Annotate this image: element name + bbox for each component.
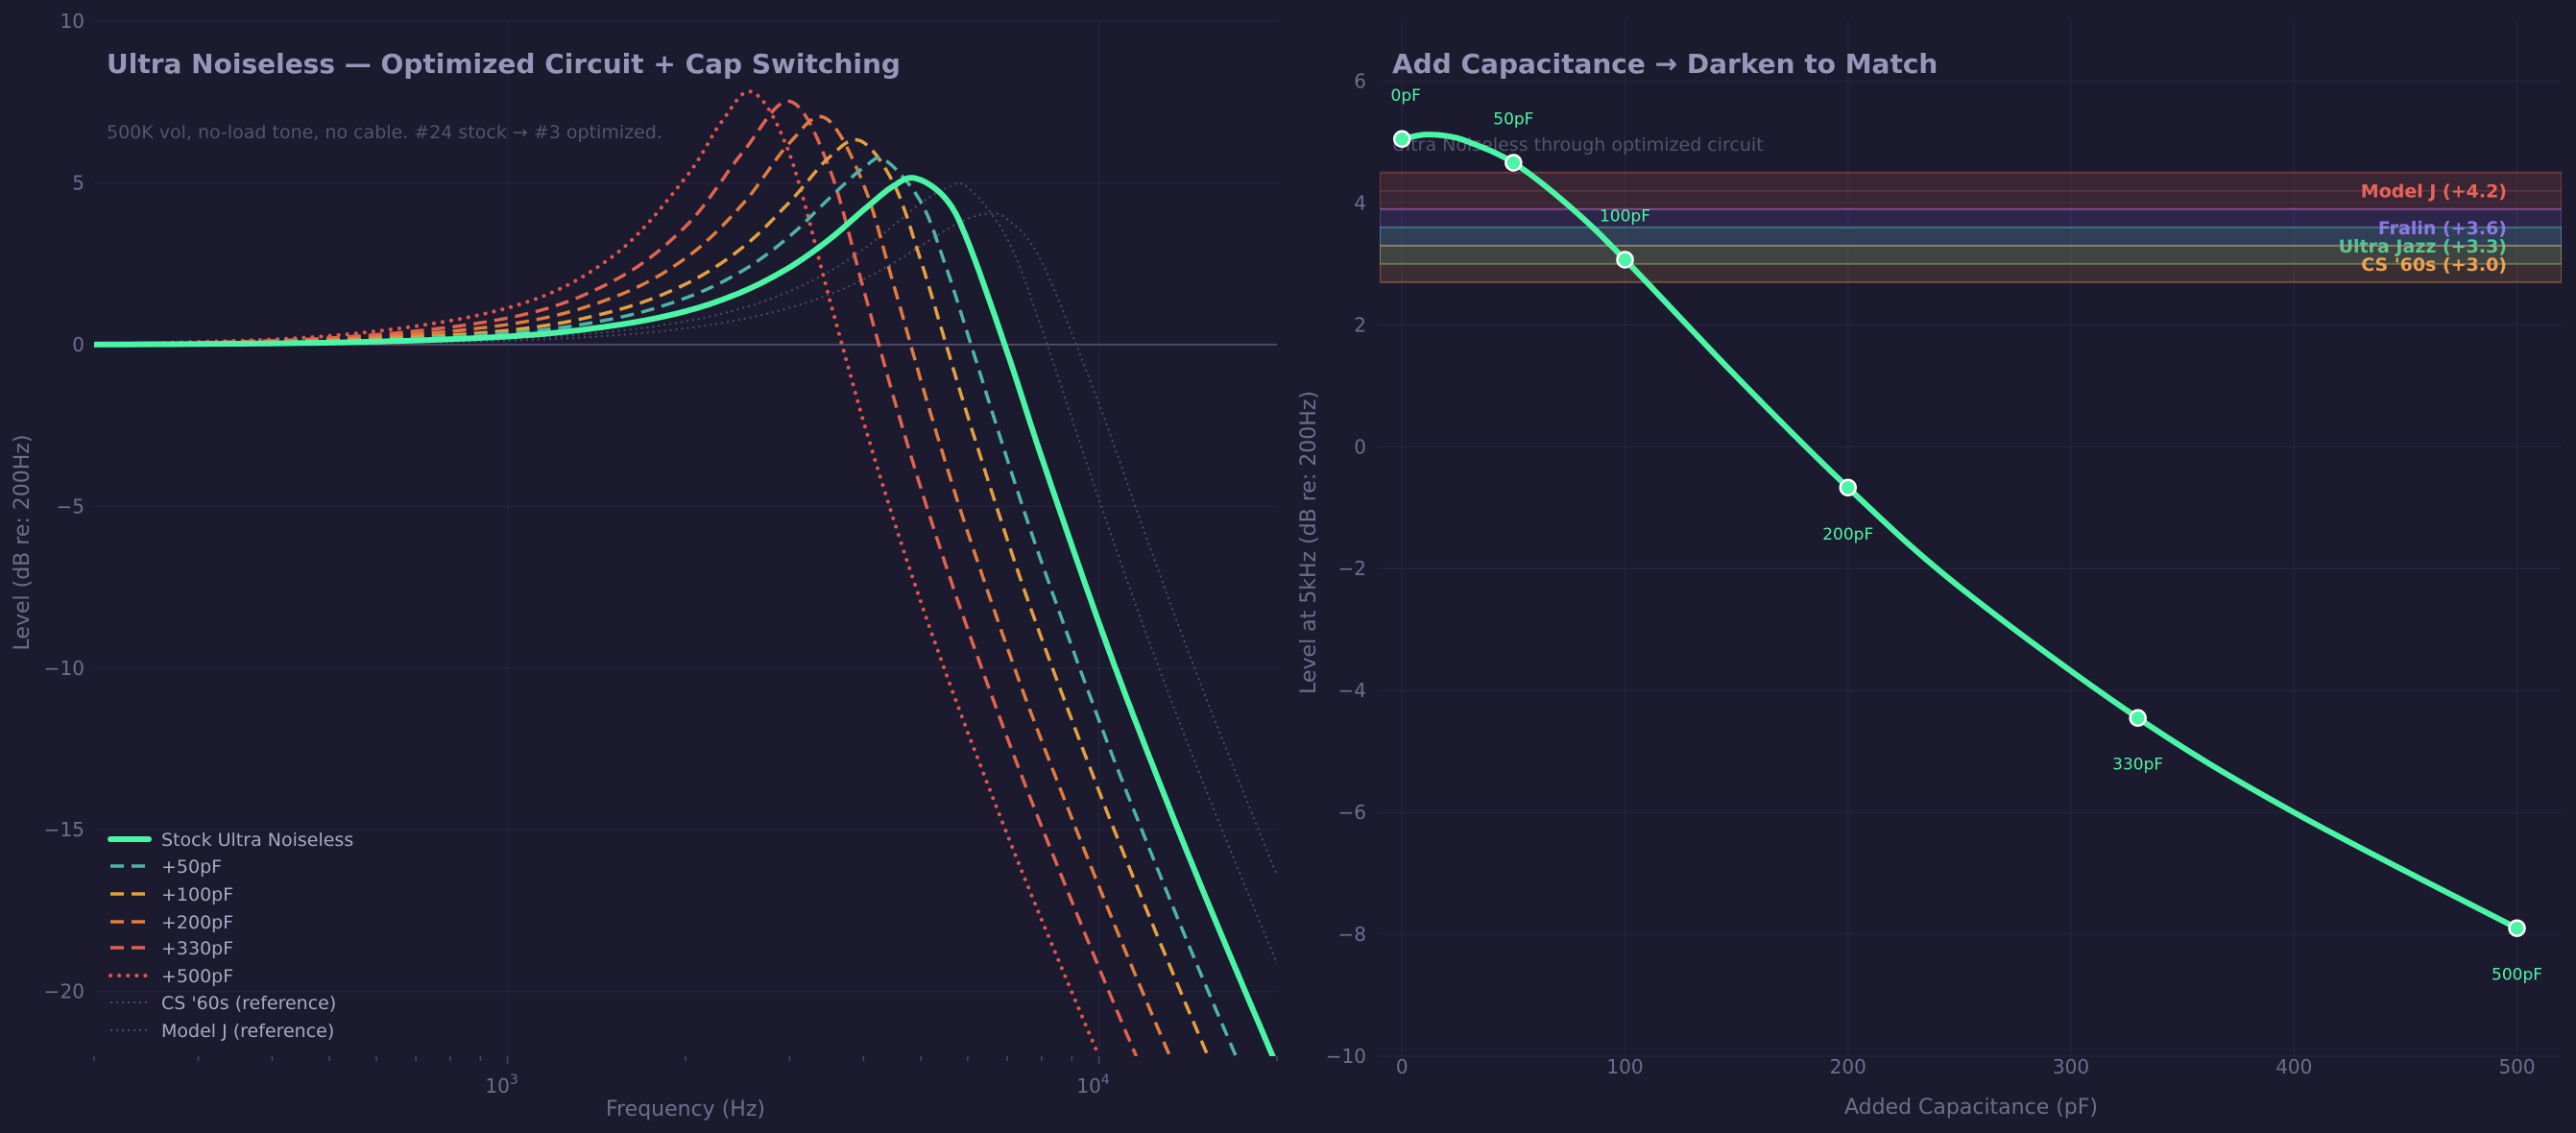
reference-band: Ultra Jazz (+3.3) — [1380, 226, 2562, 265]
chart-title: Add Capacitance → Darken to Match — [1392, 48, 1938, 80]
x-tick-base: 10 — [485, 1074, 509, 1097]
band-fill — [1380, 226, 2562, 265]
reference-bands: Model J (+4.2) Fralin (+3.6)Ultra Jazz (+… — [1380, 171, 2562, 283]
chart-subtitle: 500K vol, no-load tone, no cable. #24 st… — [107, 122, 662, 143]
x-tick-exponent: 4 — [1101, 1073, 1110, 1088]
y-tick-label: −15 — [44, 818, 84, 841]
data-point — [2508, 919, 2526, 937]
x-tick-label: 100 — [1606, 1055, 1643, 1078]
legend-label: +500pF — [161, 966, 233, 987]
y-tick-label: 4 — [1354, 191, 1366, 214]
data-point-label: 200pF — [1822, 525, 1873, 544]
series-line — [94, 175, 1276, 1056]
grid — [1380, 20, 2562, 1057]
x-tick-label: 300 — [2053, 1055, 2089, 1078]
chart-title: Ultra Noiseless — Optimized Circuit + Ca… — [107, 48, 901, 80]
data-point-label: 500pF — [2492, 966, 2542, 985]
band-label: Fralin (+3.6) — [2378, 218, 2507, 239]
series-group — [94, 89, 1277, 1056]
x-tick-label: 500 — [2498, 1055, 2535, 1078]
y-tick-label: 6 — [1354, 69, 1366, 92]
y-tick-label: −8 — [1338, 923, 1366, 946]
series-line — [94, 156, 1238, 1056]
legend-label: Model J (reference) — [161, 1021, 334, 1042]
y-tick-label: 5 — [72, 171, 84, 194]
legend-item: +330pF — [110, 938, 233, 959]
legend-item: Model J (reference) — [110, 1021, 334, 1042]
series-line — [1399, 132, 2520, 931]
data-point — [1616, 251, 1634, 269]
y-tick-label: 0 — [72, 333, 84, 356]
legend-item: Stock Ultra Noiseless — [108, 830, 353, 851]
series-line — [94, 89, 1101, 1056]
legend-label: +200pF — [161, 912, 233, 933]
data-point — [1505, 154, 1523, 172]
data-point — [2129, 709, 2147, 727]
x-tick-label: 400 — [2275, 1055, 2312, 1078]
band-fill — [1380, 171, 2562, 210]
data-point — [1392, 130, 1411, 149]
y-tick-label: −2 — [1338, 557, 1366, 580]
y-tick-label: −6 — [1338, 801, 1366, 824]
legend-label: +330pF — [161, 938, 233, 959]
grid — [94, 20, 1277, 1056]
legend-item: +100pF — [110, 884, 233, 905]
legend-item: +200pF — [110, 912, 233, 933]
legend-label: CS '60s (reference) — [161, 993, 336, 1014]
band-fill — [1380, 244, 2562, 283]
y-tick-label: −20 — [44, 980, 84, 1003]
series-line — [94, 181, 1277, 965]
y-tick-label: 0 — [1354, 435, 1366, 458]
y-axis-label: Level (dB re: 200Hz) — [11, 435, 35, 651]
legend: Stock Ultra Noiseless +50pF +100pF +200pF +3… — [108, 830, 353, 1042]
series-line — [94, 114, 1172, 1056]
series-line — [94, 99, 1139, 1056]
x-axis-label: Added Capacitance (pF) — [1844, 1096, 2098, 1120]
legend-item: +50pF — [110, 856, 222, 878]
y-axis-label: Level at 5kHz (dB re: 200Hz) — [1297, 391, 1321, 694]
legend-label: Stock Ultra Noiseless — [161, 830, 353, 851]
capacitance-chart: Model J (+4.2) Fralin (+3.6)Ultra Jazz (+… — [1297, 20, 2562, 1120]
x-tick-exponent: 3 — [510, 1073, 518, 1088]
y-tick-label: −10 — [1326, 1045, 1366, 1068]
series-group: 0pF 50pF 100pF 200pF 330pF 500pF — [1391, 86, 2543, 985]
x-tick-label: 103 — [485, 1073, 518, 1097]
band-label: CS '60s (+3.0) — [2361, 254, 2507, 276]
x-tick-label: 104 — [1076, 1073, 1109, 1097]
y-tick-label: −4 — [1338, 679, 1366, 702]
legend-item: CS '60s (reference) — [110, 993, 336, 1014]
y-tick-label: −5 — [57, 494, 84, 518]
reference-band: CS '60s (+3.0) — [1380, 244, 2562, 283]
series-line — [94, 137, 1210, 1056]
data-point-label: 330pF — [2112, 756, 2163, 775]
x-tick-label: 0 — [1396, 1055, 1408, 1078]
x-axis-label: Frequency (Hz) — [606, 1097, 765, 1121]
x-tick-base: 10 — [1076, 1074, 1100, 1097]
band-label: Ultra Jazz (+3.3) — [2339, 236, 2507, 257]
y-tick-label: 10 — [60, 10, 84, 33]
y-tick-label: 2 — [1354, 313, 1366, 336]
x-tick-label: 200 — [1830, 1055, 1866, 1078]
data-point-label: 0pF — [1391, 86, 1421, 106]
data-point-label: 50pF — [1493, 110, 1533, 130]
legend-label: +50pF — [161, 856, 222, 878]
axes: 6 4 2 0 −2 −4 −6 −8 −10 0 100 200 300 400 500 — [1326, 69, 2536, 1078]
data-point-label: 100pF — [1600, 206, 1650, 226]
data-point — [1839, 478, 1858, 497]
reference-band: Model J (+4.2) — [1380, 171, 2562, 210]
y-tick-label: −10 — [44, 657, 84, 680]
legend-label: +100pF — [161, 884, 233, 905]
band-label: Model J (+4.2) — [2361, 181, 2507, 203]
legend-item: +500pF — [108, 966, 233, 987]
